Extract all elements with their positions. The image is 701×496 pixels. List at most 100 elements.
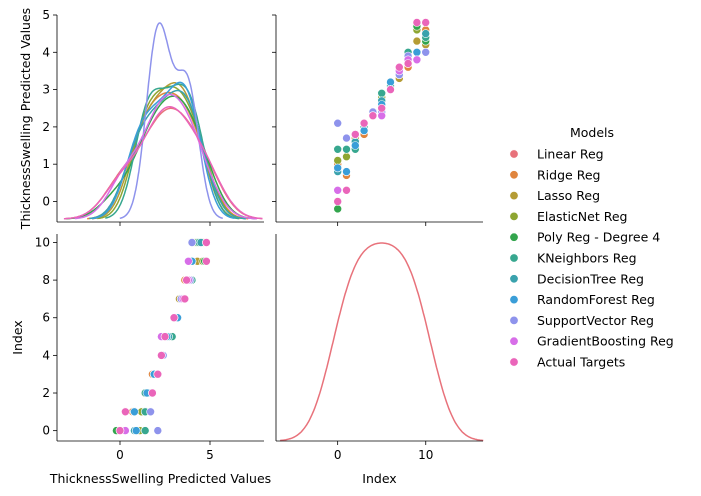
point-kneighbors-reg — [342, 145, 351, 154]
point-actual-targets — [342, 186, 351, 195]
point-lasso-reg — [412, 36, 422, 46]
point-randomforest-reg — [333, 163, 343, 173]
point-actual-targets — [148, 388, 157, 398]
point-randomforest-reg — [130, 407, 139, 417]
point-actual-targets — [202, 256, 211, 266]
point-kneighbors-reg — [377, 89, 387, 98]
legend-label-lasso-reg: Lasso Reg — [537, 188, 600, 203]
point-actual-targets — [182, 275, 191, 285]
index-ytick-label: 4 — [42, 348, 50, 362]
point-poly-reg-degree-4 — [333, 204, 343, 214]
point-supportvector-reg — [146, 407, 155, 417]
point-actual-targets — [157, 351, 166, 360]
pred-xtick-label: 5 — [206, 448, 214, 462]
point-actual-targets — [202, 238, 211, 247]
legend-marker-supportvector-reg — [509, 315, 519, 325]
kde-supportvector-reg — [119, 22, 223, 220]
index-ytick-label: 0 — [42, 424, 50, 438]
point-gradientboosting-reg — [184, 256, 193, 266]
index-xtick-label: 0 — [334, 448, 342, 462]
point-actual-targets — [160, 332, 170, 341]
kde-actual-targets — [63, 106, 263, 220]
y-axis-label-pred: ThicknessSwelling Predicted Values — [18, 8, 33, 230]
legend-marker-decisiontree-reg — [509, 274, 519, 284]
point-actual-targets — [394, 62, 404, 72]
legend-marker-lasso-reg — [509, 191, 519, 201]
point-randomforest-reg — [386, 77, 395, 87]
legend-label-ridge-reg: Ridge Reg — [537, 167, 600, 182]
pred-ytick-label: 5 — [42, 8, 50, 22]
panel-pred-density: 0 1 2 3 4 5 — [42, 8, 264, 226]
kde-poly-reg-degree-4 — [65, 95, 256, 220]
point-randomforest-reg — [359, 126, 369, 135]
axis-labels: ThicknessSwelling Predicted Values Index T… — [10, 8, 397, 486]
panel-pred-vs-index: 0 2 4 6 8 10 0 5 — [35, 234, 264, 462]
pred-ytick-label: 2 — [42, 120, 50, 134]
legend-label-supportvector-reg: SupportVector Reg — [537, 313, 654, 328]
index-xtick-label: 10 — [418, 448, 433, 462]
kde-index — [280, 242, 484, 442]
legend-marker-kneighbors-reg — [509, 253, 519, 263]
legend-marker-elasticnet-reg — [509, 211, 519, 221]
legend: Models Linear Reg Ridge Reg Lasso Reg Elasti… — [509, 125, 674, 370]
point-actual-targets — [359, 118, 369, 128]
point-actual-targets — [115, 426, 125, 435]
pred-ytick-label: 0 — [42, 194, 50, 208]
point-actual-targets — [412, 18, 422, 27]
pred-xtick-label: 0 — [116, 448, 124, 462]
point-randomforest-reg — [412, 47, 422, 57]
legend-label-actual-targets: Actual Targets — [537, 355, 625, 370]
point-supportvector-reg — [342, 133, 351, 143]
legend-label-linear-reg: Linear Reg — [537, 147, 604, 162]
point-kneighbors-reg — [333, 145, 343, 154]
point-randomforest-reg — [131, 426, 141, 435]
x-axis-label-pred: ThicknessSwelling Predicted Values — [49, 471, 271, 486]
legend-marker-actual-targets — [509, 357, 519, 367]
point-actual-targets — [350, 130, 360, 139]
point-actual-targets — [121, 407, 130, 417]
index-ytick-label: 8 — [42, 273, 50, 287]
index-ytick-label: 10 — [35, 235, 50, 249]
kde-randomforest-reg — [91, 81, 235, 220]
point-supportvector-reg — [187, 238, 197, 247]
y-axis-label-index: Index — [10, 320, 25, 354]
point-actual-targets — [377, 103, 387, 113]
point-actual-targets — [421, 18, 431, 27]
point-randomforest-reg — [342, 167, 351, 176]
legend-marker-ridge-reg — [509, 170, 519, 180]
index-ytick-label: 2 — [42, 386, 50, 400]
point-supportvector-reg — [153, 426, 163, 435]
point-gradientboosting-reg — [377, 111, 387, 120]
panel-index-vs-pred — [272, 14, 483, 226]
kde-gradientboosting-reg — [74, 93, 257, 220]
legend-title: Models — [570, 125, 614, 140]
panel-index-density: 0 10 — [275, 234, 484, 462]
point-actual-targets — [386, 85, 395, 94]
point-actual-targets — [153, 369, 163, 379]
legend-marker-poly-reg-degree-4 — [509, 232, 519, 242]
point-actual-targets — [169, 313, 179, 323]
point-actual-targets — [333, 197, 343, 206]
point-randomforest-reg — [350, 141, 360, 150]
legend-label-elasticnet-reg: ElasticNet Reg — [537, 209, 627, 224]
legend-marker-randomforest-reg — [509, 295, 519, 305]
point-decisiontree-reg — [421, 29, 431, 38]
point-elasticnet-reg — [342, 152, 351, 161]
legend-label-decisiontree-reg: DecisionTree Reg — [537, 271, 644, 286]
legend-label-poly-reg-degree-4: Poly Reg - Degree 4 — [537, 230, 660, 245]
legend-marker-gradientboosting-reg — [509, 336, 519, 346]
point-actual-targets — [403, 59, 413, 68]
pred-ytick-label: 4 — [42, 45, 50, 59]
point-supportvector-reg — [421, 47, 431, 57]
pred-ytick-label: 1 — [42, 157, 50, 171]
legend-marker-linear-reg — [509, 149, 519, 159]
legend-label-gradientboosting-reg: GradientBoosting Reg — [537, 334, 674, 349]
point-actual-targets — [180, 294, 190, 304]
legend-label-randomforest-reg: RandomForest Reg — [537, 292, 655, 307]
kde-linear-reg — [64, 107, 263, 220]
x-axis-label-index: Index — [362, 471, 396, 486]
pred-ytick-label: 3 — [42, 83, 50, 97]
index-ytick-label: 6 — [42, 311, 50, 325]
point-gradientboosting-reg — [412, 55, 422, 65]
point-supportvector-reg — [333, 118, 343, 128]
